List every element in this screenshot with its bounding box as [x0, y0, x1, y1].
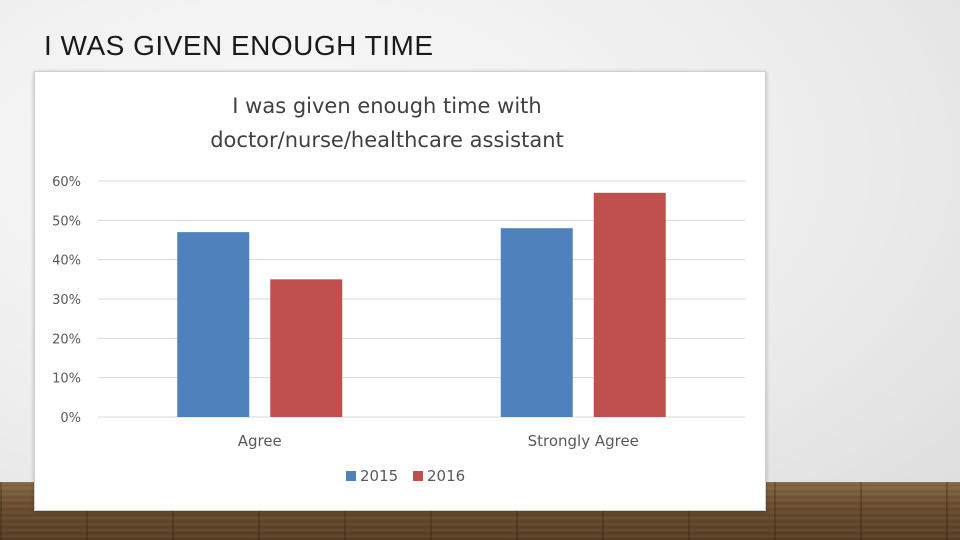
slide-title: I WAS GIVEN ENOUGH TIME: [44, 30, 434, 61]
chart-title-line1: I was given enough time with: [232, 94, 541, 118]
y-tick-label-30: 30%: [52, 293, 81, 308]
legend: 2015 2016: [346, 467, 465, 485]
y-tick-label-10: 10%: [52, 372, 81, 387]
bars: [177, 192, 666, 417]
y-tick-label-0: 0%: [60, 411, 81, 426]
y-axis-ticks: 0% 10% 20% 30% 40% 50% 60%: [52, 175, 81, 426]
x-category-label-strongly-agree: Strongly Agree: [528, 432, 639, 450]
y-tick-label-20: 20%: [52, 332, 81, 347]
legend-label-2015: 2015: [360, 467, 398, 485]
legend-swatch-2015: [346, 471, 356, 481]
x-axis-categories: Agree Strongly Agree: [238, 432, 639, 450]
chart-container: I was given enough time with doctor/nurs…: [34, 71, 766, 511]
bar-chart: I was given enough time with doctor/nurs…: [52, 94, 745, 485]
y-tick-label-40: 40%: [52, 254, 81, 269]
y-tick-label-60: 60%: [52, 175, 81, 190]
y-tick-label-50: 50%: [52, 214, 81, 229]
bar-agree-2016: [270, 279, 343, 417]
legend-label-2016: 2016: [427, 467, 465, 485]
legend-swatch-2016: [413, 471, 423, 481]
bar-strongly-agree-2015: [500, 228, 573, 417]
chart-title-line2: doctor/nurse/healthcare assistant: [210, 128, 564, 152]
bar-agree-2015: [177, 232, 250, 417]
x-category-label-agree: Agree: [238, 432, 282, 450]
bar-strongly-agree-2016: [593, 192, 666, 417]
